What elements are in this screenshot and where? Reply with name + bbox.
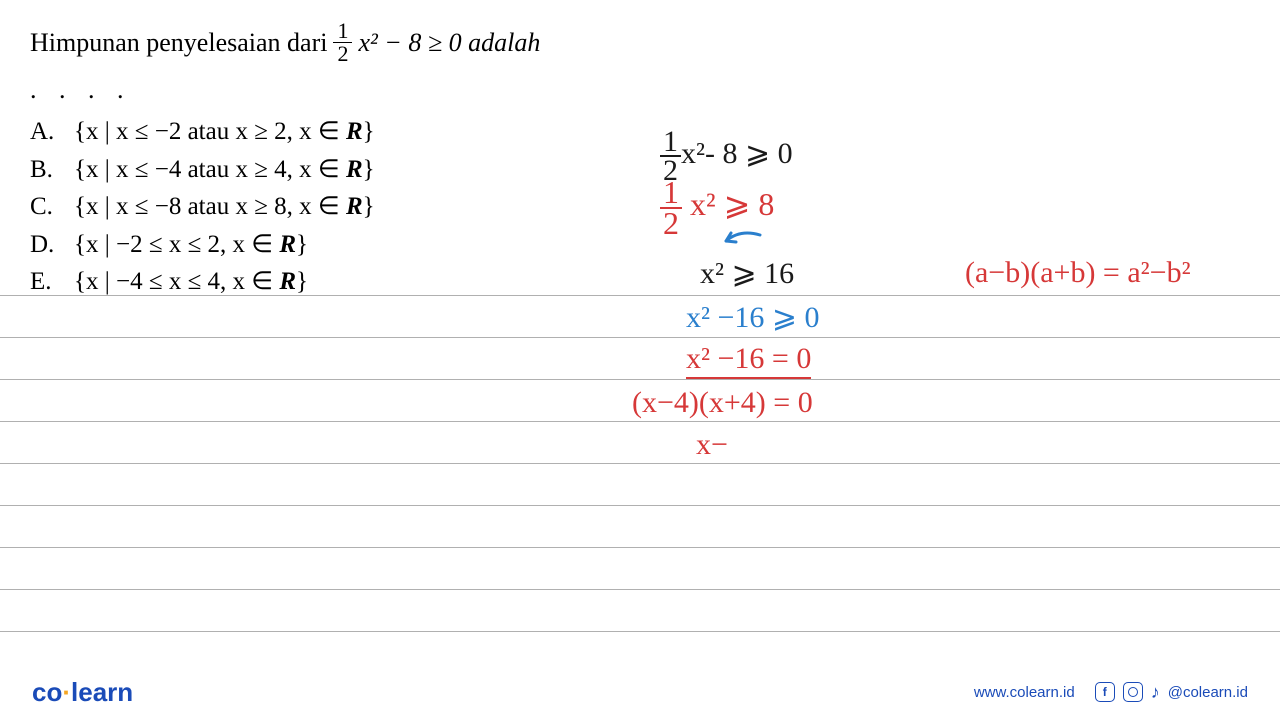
fraction-denominator: 2 — [333, 43, 352, 65]
option-c: C. {x | x ≤ −8 atau x ≥ 8, x ∈ R} — [30, 188, 1250, 226]
option-b: B. {x | x ≤ −4 atau x ≥ 4, x ∈ R} — [30, 151, 1250, 189]
option-a: A. {x | x ≤ −2 atau x ≥ 2, x ∈ R} — [30, 113, 1250, 151]
option-label: C. — [30, 188, 58, 226]
handwriting-step-4: x² −16 ⩾ 0 — [686, 300, 820, 335]
fraction-half: 1 2 — [333, 20, 352, 65]
question-text: Himpunan penyelesaian dari 1 2 x² − 8 ≥ … — [30, 20, 1250, 65]
option-label: B. — [30, 151, 58, 189]
footer-right: www.colearn.id f ♪ @colearn.id — [974, 682, 1248, 703]
brand-logo: co·learn — [32, 677, 133, 708]
fraction-numerator: 1 — [333, 20, 352, 43]
option-text: {x | −2 ≤ x ≤ 2, x ∈ R} — [74, 226, 308, 264]
option-text: {x | x ≤ −2 atau x ≥ 2, x ∈ R} — [74, 113, 375, 151]
logo-co: co — [32, 677, 62, 707]
social-handle: @colearn.id — [1168, 684, 1248, 701]
handwriting-identity: (a−b)(a+b) = a²−b² — [965, 256, 1191, 290]
website-url: www.colearn.id — [974, 684, 1075, 701]
handwriting-step-5: x² −16 = 0 — [686, 342, 811, 376]
social-icons: f ♪ @colearn.id — [1095, 682, 1248, 703]
logo-dot: · — [62, 677, 71, 707]
question-prefix: Himpunan penyelesaian dari — [30, 28, 327, 58]
facebook-icon: f — [1095, 682, 1115, 702]
instagram-icon — [1123, 682, 1143, 702]
option-label: A. — [30, 113, 58, 151]
question-expr: x² − 8 ≥ 0 adalah — [358, 28, 540, 58]
question-block: Himpunan penyelesaian dari 1 2 x² − 8 ≥ … — [0, 0, 1280, 65]
tiktok-icon: ♪ — [1151, 682, 1160, 703]
footer: co·learn www.colearn.id f ♪ @colearn.id — [0, 664, 1280, 720]
arrow-icon — [720, 227, 775, 252]
option-label: D. — [30, 226, 58, 264]
ellipsis-dots: . . . . — [0, 65, 1280, 113]
option-text: {x | x ≤ −8 atau x ≥ 8, x ∈ R} — [74, 188, 375, 226]
handwriting-step-1: 12x²- 8 ⩾ 0 — [660, 128, 793, 184]
logo-learn: learn — [71, 677, 133, 707]
ruled-lines — [0, 295, 1280, 660]
handwriting-step-6: (x−4)(x+4) = 0 — [632, 386, 813, 420]
handwriting-step-7: x− — [696, 428, 728, 462]
option-text: {x | x ≤ −4 atau x ≥ 4, x ∈ R} — [74, 151, 375, 189]
handwriting-step-3: x² ⩾ 16 — [700, 256, 794, 291]
